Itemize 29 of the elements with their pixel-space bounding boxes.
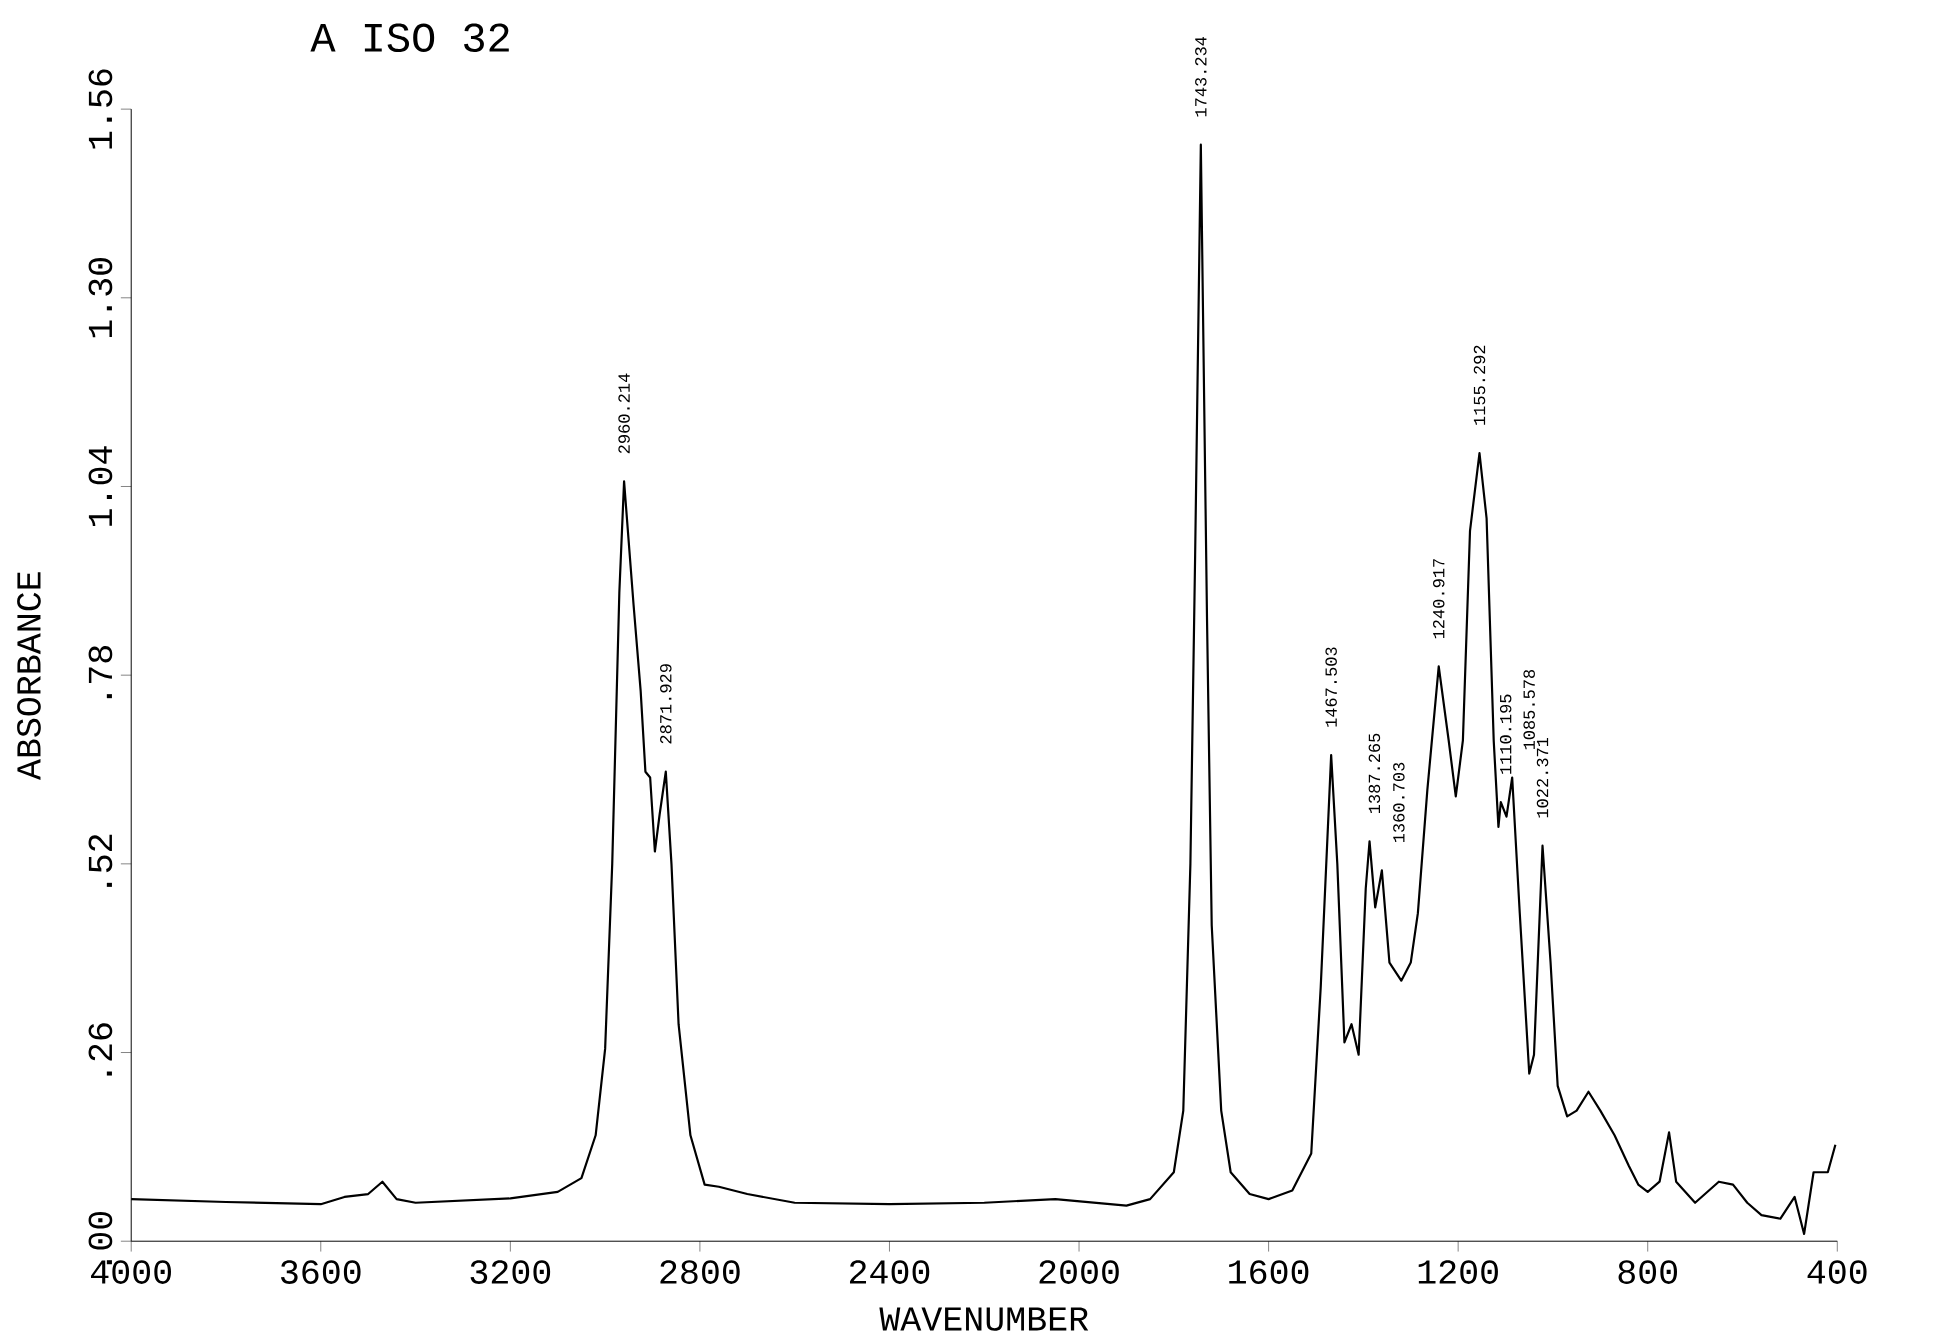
annotation: 2871.929 — [660, 663, 672, 744]
annotation: 1743.234 — [1195, 36, 1207, 117]
annotation: 1155.292 — [1473, 345, 1486, 425]
annotation: 1360.703 — [1393, 762, 1405, 842]
annotation: 1240.917 — [1432, 558, 1445, 638]
annotation: 1022.371 — [1536, 737, 1549, 818]
x-tick-label: 400 — [1807, 1259, 1867, 1284]
x-axis-title: WAVENUMBER — [879, 1307, 1089, 1331]
y-axis-title: ABSORBANCE — [17, 571, 41, 780]
x-tick-label: 1200 — [1418, 1259, 1498, 1284]
annotation: 2960.214 — [618, 373, 630, 453]
x-tick-label: 800 — [1618, 1259, 1678, 1284]
y-tick-label: 1.04 — [88, 446, 113, 526]
y-tick-label: .26 — [88, 1023, 113, 1076]
annotation: 1467.503 — [1325, 647, 1337, 727]
x-tick-label: 3200 — [470, 1259, 551, 1284]
annotation: 1387.265 — [1368, 733, 1381, 813]
y-tick-label: .78 — [88, 645, 113, 698]
x-tick-label: 2400 — [849, 1259, 930, 1284]
y-tick-label: 1.30 — [88, 257, 113, 338]
chart-title: A ISO 32 — [310, 23, 509, 52]
annotation: 1110.195 — [1499, 694, 1512, 774]
y-tick-label: 1.56 — [88, 69, 113, 149]
x-tick-label: 2000 — [1039, 1259, 1119, 1284]
x-tick-label: 3600 — [280, 1259, 361, 1284]
annotation: 1085.578 — [1523, 669, 1535, 749]
y-tick-label: .52 — [88, 834, 113, 887]
x-tick-label: 2800 — [660, 1259, 740, 1284]
x-tick-label: 1600 — [1229, 1259, 1309, 1284]
